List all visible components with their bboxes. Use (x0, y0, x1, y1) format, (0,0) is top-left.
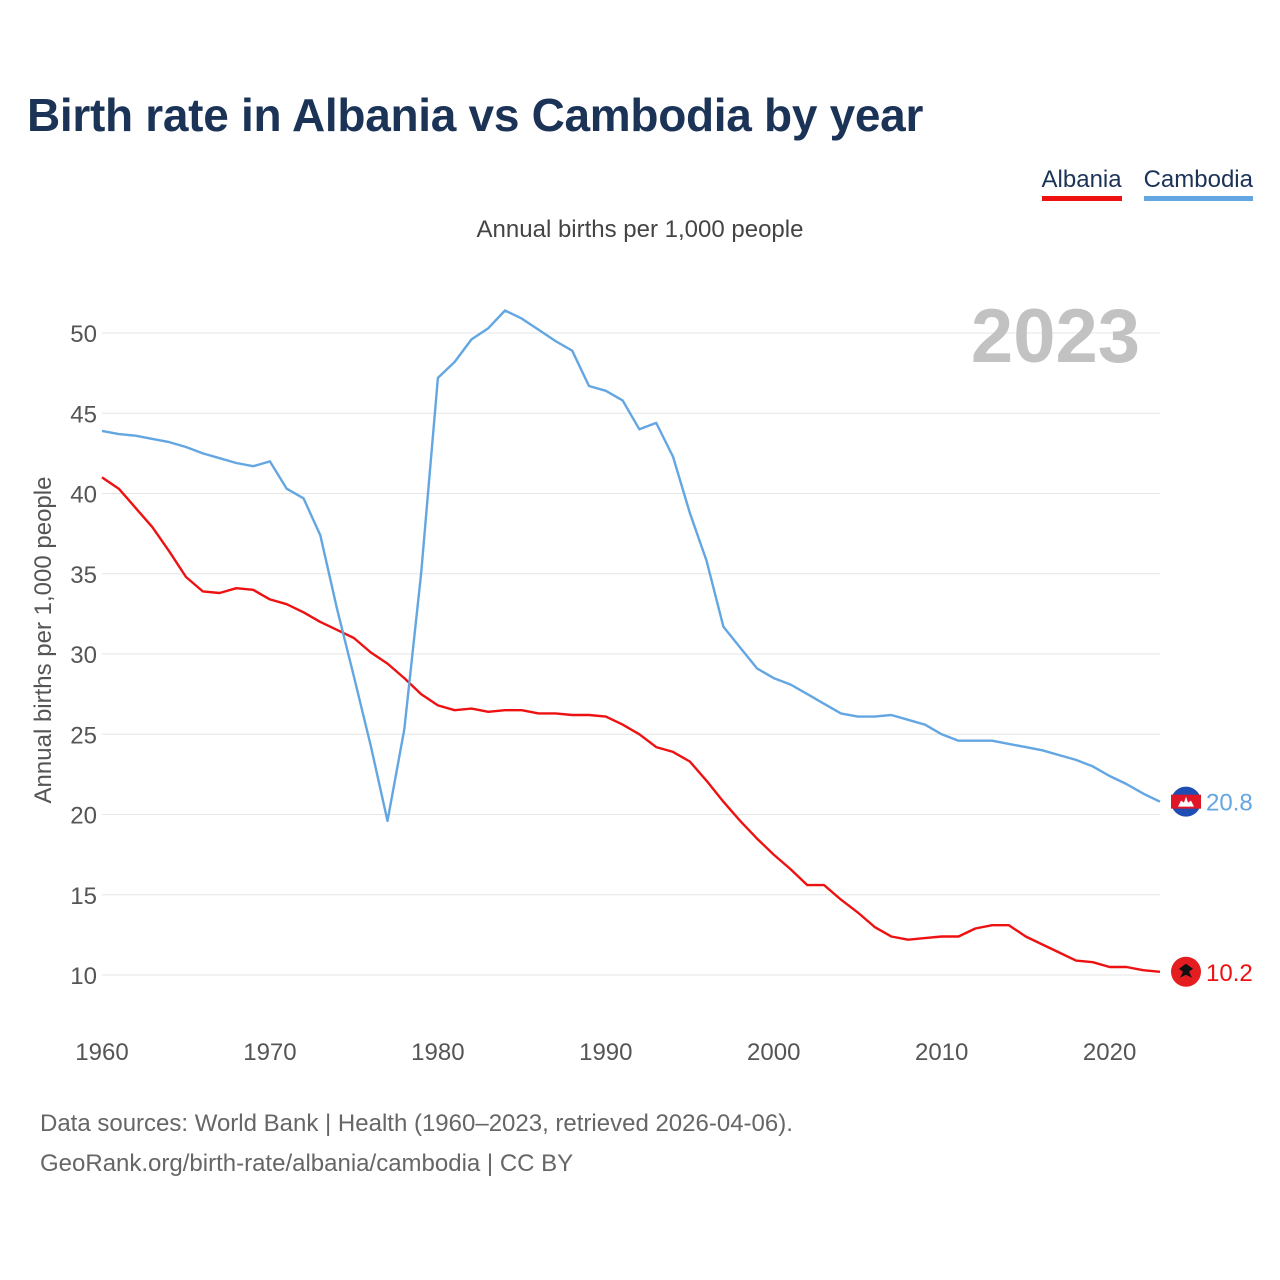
x-tick-label: 1990 (579, 1039, 632, 1066)
x-tick-label: 2010 (915, 1039, 968, 1066)
y-tick-label: 35 (70, 562, 97, 589)
y-tick-label: 50 (70, 321, 97, 348)
footer-link: GeoRank.org/birth-rate/albania/cambodia … (40, 1150, 574, 1177)
footer-sources: Data sources: World Bank | Health (1960–… (40, 1110, 793, 1137)
series-line-albania (101, 476, 1161, 973)
y-tick-label: 45 (70, 401, 97, 428)
y-tick-label: 10 (70, 963, 97, 990)
chart-subtitle: Annual births per 1,000 people (476, 216, 804, 243)
y-tick-label: 40 (70, 482, 97, 509)
series-line-cambodia (101, 309, 1161, 823)
y-tick-label: 15 (70, 883, 97, 910)
legend: Albania Cambodia (1041, 166, 1253, 201)
end-value-label-albania: 10.2 (1206, 960, 1253, 987)
albania-flag-eagle (1179, 963, 1193, 978)
x-tick-label: 1960 (75, 1039, 128, 1066)
x-tick-label: 2020 (1083, 1039, 1136, 1066)
footer: Data sources: World Bank | Health (1960–… (40, 1104, 793, 1184)
cambodia-flag-temple (1178, 796, 1194, 807)
end-value-label-cambodia: 20.8 (1206, 790, 1253, 817)
legend-item-albania[interactable]: Albania (1041, 166, 1122, 201)
x-tick-label: 1970 (243, 1039, 296, 1066)
y-tick-label: 30 (70, 642, 97, 669)
x-tick-label: 2000 (747, 1039, 800, 1066)
y-tick-label: 20 (70, 803, 97, 830)
y-tick-label: 25 (70, 722, 97, 749)
year-watermark: 2023 (971, 294, 1140, 379)
chart-title: Birth rate in Albania vs Cambodia by yea… (27, 89, 924, 141)
x-tick-label: 1980 (411, 1039, 464, 1066)
legend-item-cambodia[interactable]: Cambodia (1143, 166, 1253, 201)
